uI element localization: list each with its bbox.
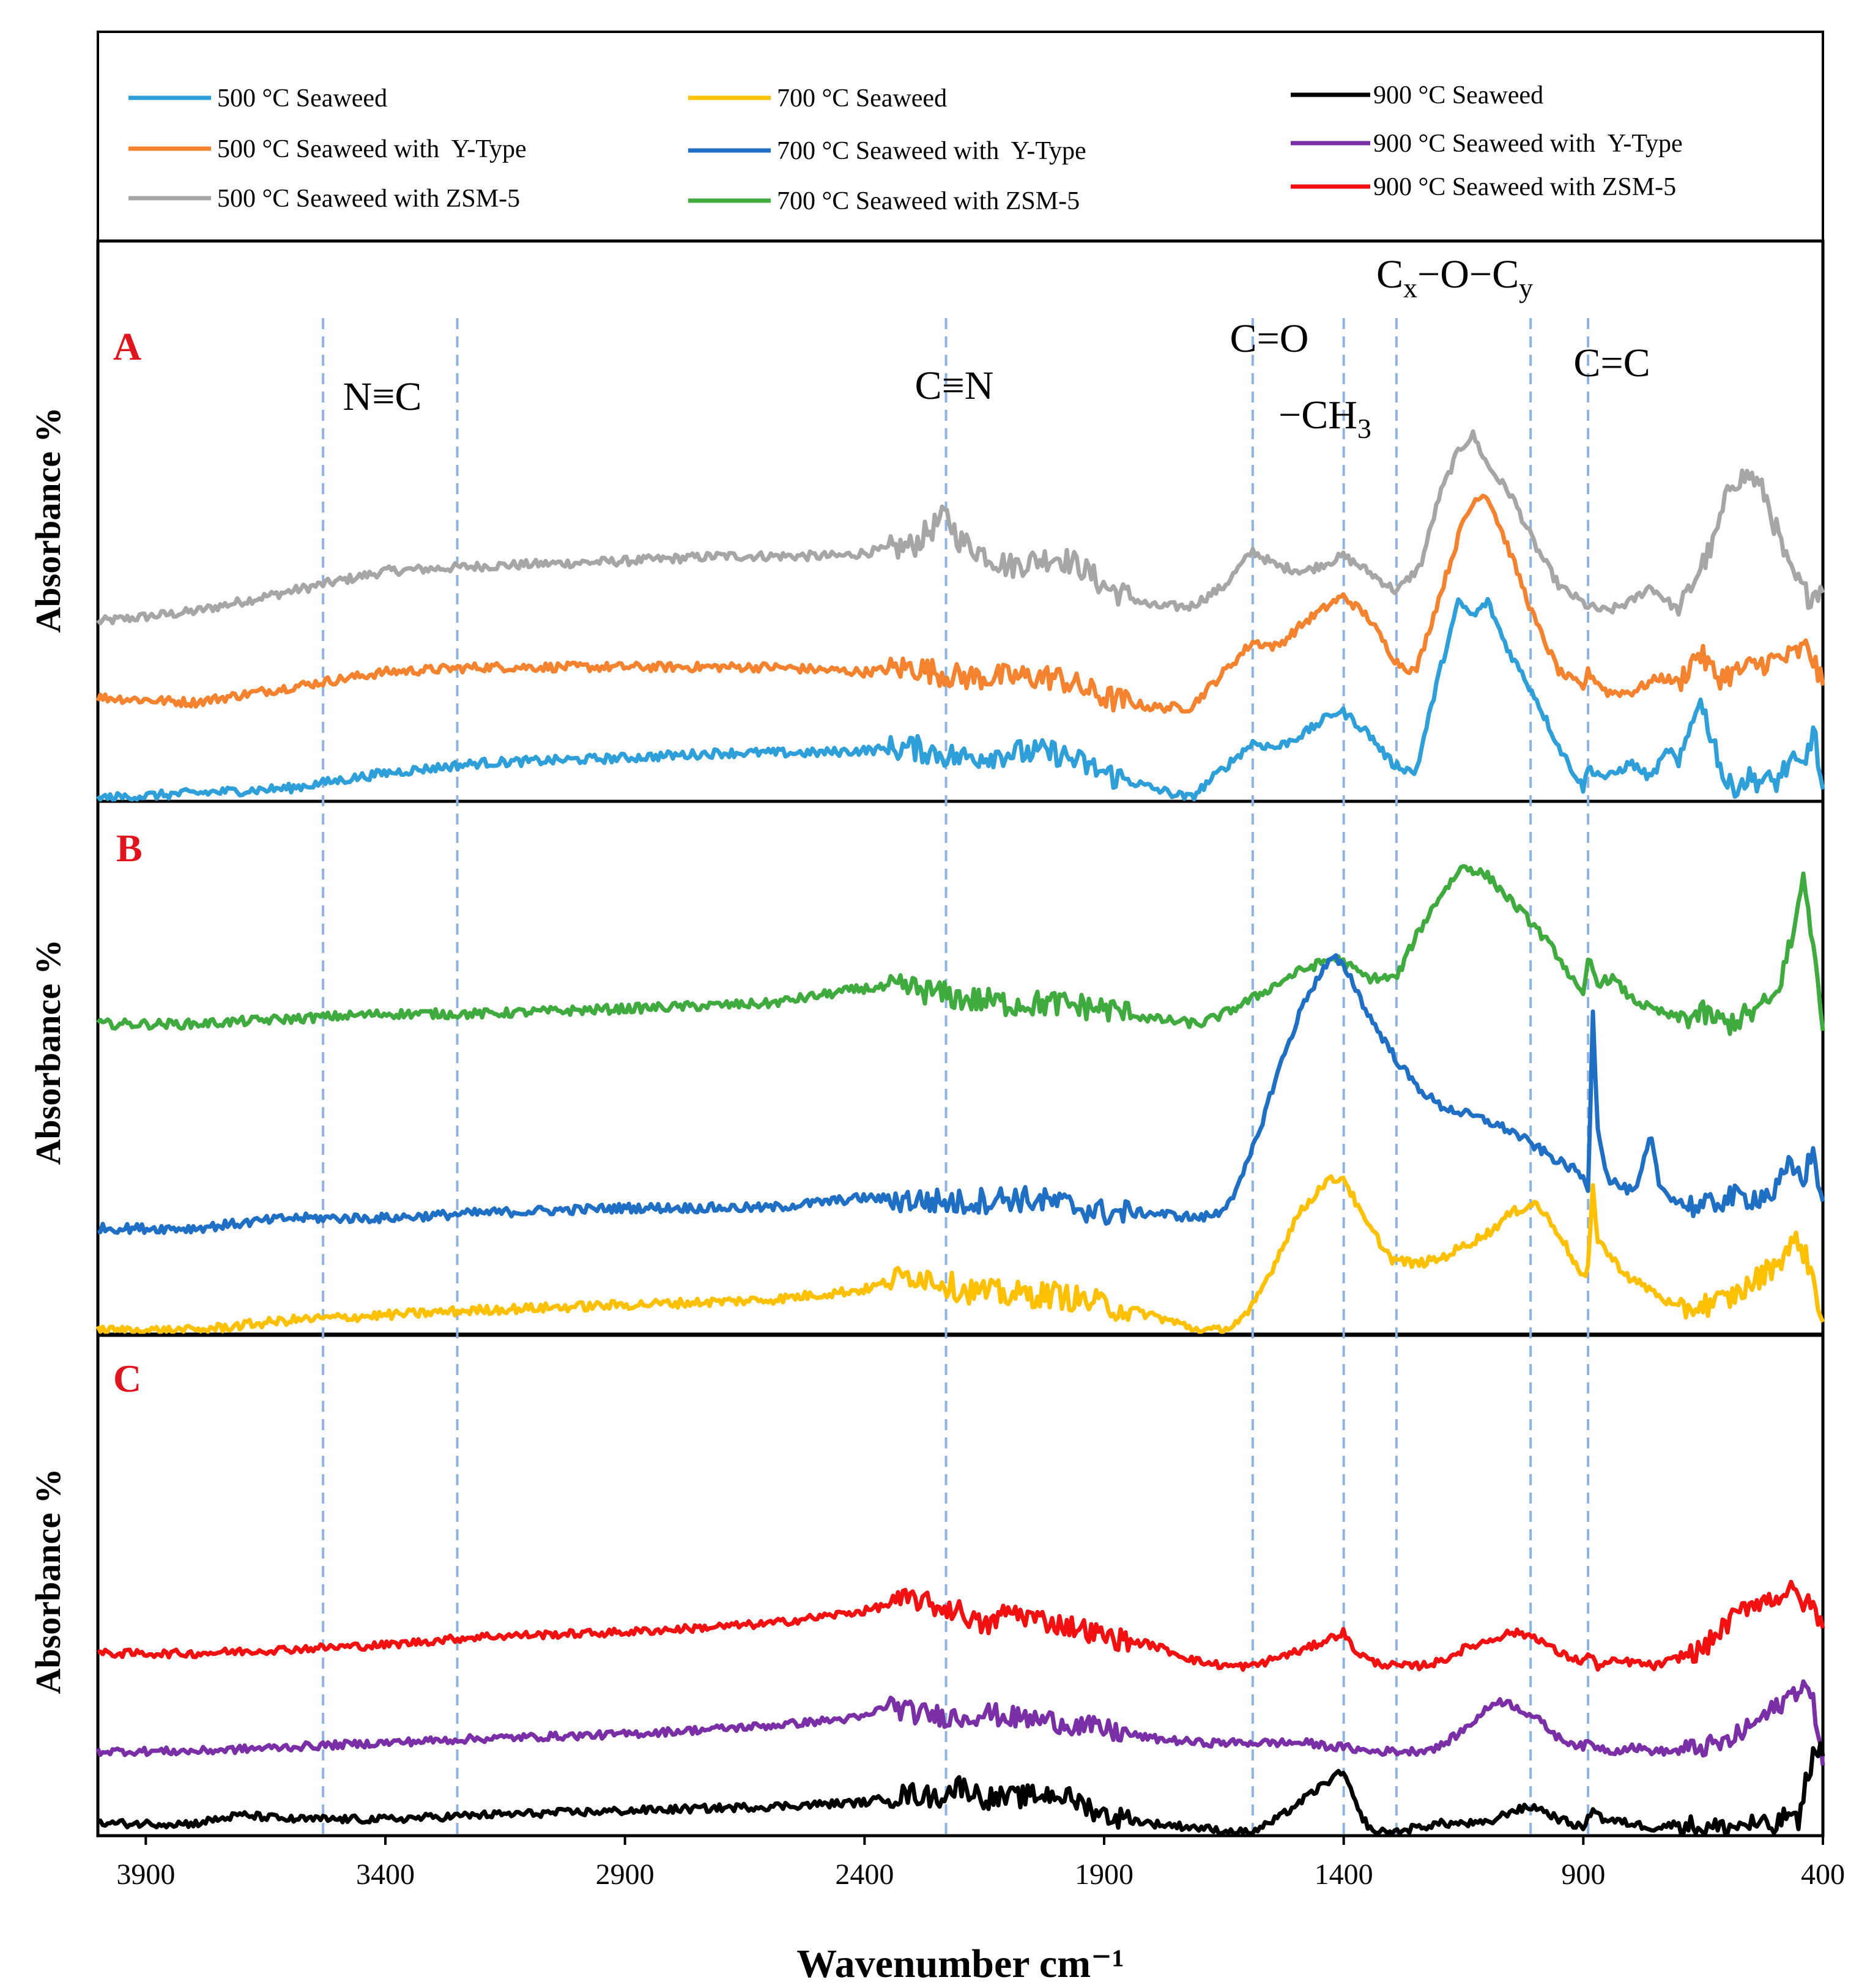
legend-label-700-seaweed: 700 °C Seaweed [777,84,947,113]
x-tick-label-3400: 3400 [356,1858,415,1891]
annotation-cx-o-cy-c: C [1376,252,1403,297]
legend-item-500-zsm: 500 °C Seaweed with ZSM-5 [128,185,520,213]
series-line-900-y [95,1679,1825,1766]
annotation-cx-o-cy: Cx−O−Cy [1376,252,1533,303]
x-tick-label-1900: 1900 [1075,1858,1134,1891]
legend-item-700-zsm: 700 °C Seaweed with ZSM-5 [688,187,1080,215]
annotation-c-triple-n: C≡N [915,363,994,408]
series-line-500-y [95,494,1825,714]
annotation-cx-o-cy-mid: −O−C [1417,252,1519,297]
annotation-c-double-c: C=C [1573,341,1650,385]
series-line-900-zsm [97,1579,1825,1672]
annotation-ch3-sub: 3 [1357,413,1371,444]
panel-label-b: B [116,826,143,870]
annotation-ch3-main: −CH [1278,393,1357,437]
x-axis: 3900 3400 2900 2400 1900 1400 900 400 [116,1836,1845,1891]
y-axis-label-a: Absorbance % [28,407,68,633]
annotation-cx-o-cy-sub-y: y [1519,272,1533,303]
legend-label-900-y: 900 °C Seaweed with Y-Type [1373,130,1683,158]
legend-label-700-zsm: 700 °C Seaweed with ZSM-5 [777,187,1080,215]
legend-item-700-y: 700 °C Seaweed with Y-Type [688,137,1086,165]
annotations: N≡C C≡N C=O −CH3 Cx−O−Cy C=C [343,252,1650,444]
annotation-c-double-o: C=O [1230,316,1309,361]
series-line-500-seaweed [96,596,1825,802]
annotation-n-triple-c: N≡C [343,374,422,419]
series-line-900-seaweed [97,1741,1825,1836]
panel-label-c: C [113,1357,141,1400]
series-line-700-y [97,953,1825,1235]
legend-label-900-seaweed: 900 °C Seaweed [1373,81,1543,109]
legend-item-500-y: 500 °C Seaweed with Y-Type [128,135,527,163]
series-line-500-zsm [96,429,1825,626]
legend-label-900-zsm: 900 °C Seaweed with ZSM-5 [1373,173,1676,201]
legend-label-700-y: 700 °C Seaweed with Y-Type [777,137,1086,165]
y-axis-label-b: Absorbance % [28,940,68,1165]
annotation-cx-o-cy-sub-x: x [1403,272,1417,303]
y-axis-label-c: Absorbance % [28,1469,68,1694]
panel-label-a: A [113,325,141,368]
legend-item-900-seaweed: 900 °C Seaweed [1291,81,1543,109]
legend-label-500-seaweed: 500 °C Seaweed [217,84,387,113]
x-axis-label: Wavenumber cm⁻¹ [796,1942,1124,1986]
annotation-ch3: −CH3 [1278,393,1371,444]
series-line-700-zsm [96,864,1825,1036]
x-tick-label-3900: 3900 [116,1858,175,1891]
legend-item-900-zsm: 900 °C Seaweed with ZSM-5 [1291,173,1676,201]
legend-label-500-y: 500 °C Seaweed with Y-Type [217,135,527,163]
x-tick-label-2900: 2900 [596,1858,655,1891]
x-tick-label-1400: 1400 [1315,1858,1373,1891]
legend-item-700-seaweed: 700 °C Seaweed [688,84,947,113]
legend-item-500-seaweed: 500 °C Seaweed [128,84,387,113]
legend-item-900-y: 900 °C Seaweed with Y-Type [1291,130,1683,158]
legend: 500 °C Seaweed 500 °C Seaweed with Y-Typ… [97,31,1824,242]
x-tick-label-400: 400 [1801,1858,1845,1891]
x-tick-label-900: 900 [1561,1858,1605,1891]
plot-frame [96,239,1825,1838]
series-layer [95,429,1825,1836]
series-line-700-seaweed [95,1174,1825,1334]
x-tick-label-2400: 2400 [835,1858,894,1891]
guide-lines [322,318,1590,1835]
legend-label-500-zsm: 500 °C Seaweed with ZSM-5 [217,185,520,213]
